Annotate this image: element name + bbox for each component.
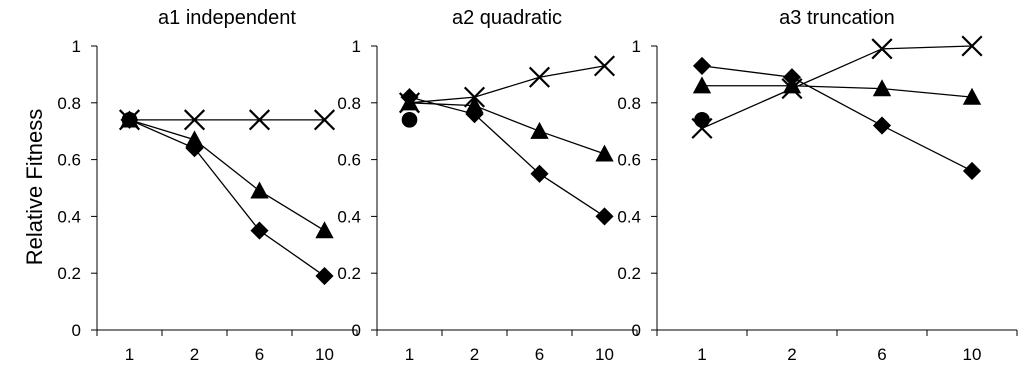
cross-series-line-2 <box>409 65 605 104</box>
triangle-series-line-2 <box>409 102 605 155</box>
circle-point-3-1 <box>694 112 710 128</box>
y-tick-label-1-4: 0.8 <box>57 94 81 113</box>
cross-series-line-3 <box>701 45 973 129</box>
cross-point-3-3 <box>871 38 893 60</box>
triangle-point-3-3 <box>872 79 892 97</box>
cross-point-3-4 <box>961 35 983 57</box>
y-tick-label-3-5: 1 <box>632 37 641 56</box>
y-tick-label-2-2: 0.4 <box>337 207 361 226</box>
x-tick-label-1-3: 10 <box>315 345 334 364</box>
circle-point-1-1 <box>121 112 138 128</box>
x-tick-label-3-1: 2 <box>787 345 796 364</box>
triangle-point-2-1 <box>400 93 419 111</box>
y-tick-label-1-5: 1 <box>72 37 81 56</box>
y-tick-label-1-0: 0 <box>72 321 81 340</box>
x-tick-label-2-3: 10 <box>595 345 614 364</box>
triangle-point-1-3 <box>250 181 269 199</box>
triangle-series-line-3 <box>702 85 973 98</box>
y-tick-label-3-2: 0.4 <box>617 207 641 226</box>
y-tick-label-3-4: 0.8 <box>617 94 641 113</box>
x-tick-label-2-1: 2 <box>470 345 479 364</box>
triangle-series-line-1 <box>129 119 325 232</box>
triangle-point-2-4 <box>595 144 614 162</box>
x-tick-label-3-2: 6 <box>877 345 886 364</box>
triangle-point-3-1 <box>692 76 712 94</box>
cross-point-2-4 <box>593 55 616 77</box>
diamond-series-line-1 <box>129 119 325 277</box>
y-tick-label-3-3: 0.6 <box>617 151 641 170</box>
diamond-series-line-2 <box>409 96 605 217</box>
y-tick-label-2-3: 0.6 <box>337 151 361 170</box>
x-tick-label-1-1: 2 <box>190 345 199 364</box>
diamond-point-1-4 <box>315 266 334 286</box>
circle-point-2-1 <box>401 112 418 128</box>
x-tick-label-3-3: 10 <box>963 345 982 364</box>
triangle-point-2-2 <box>465 96 484 114</box>
cross-point-1-2 <box>183 109 206 131</box>
x-tick-label-2-2: 6 <box>535 345 544 364</box>
x-tick-label-3-0: 1 <box>697 345 706 364</box>
x-tick-label-1-2: 6 <box>255 345 264 364</box>
x-tick-label-1-0: 1 <box>125 345 134 364</box>
y-tick-label-2-0: 0 <box>352 321 361 340</box>
y-tick-label-3-1: 0.2 <box>617 264 641 283</box>
diamond-point-2-3 <box>530 164 549 183</box>
diamond-point-3-4 <box>962 161 982 181</box>
diamond-point-3-3 <box>872 116 892 135</box>
cross-point-1-4 <box>313 109 336 131</box>
triangle-point-3-2 <box>782 76 802 94</box>
chart-title-1: a1 independent <box>158 7 296 29</box>
y-tick-label-3-0: 0 <box>632 321 641 340</box>
triangle-point-1-4 <box>315 221 334 239</box>
y-tick-label-1-2: 0.4 <box>57 207 81 226</box>
cross-point-1-3 <box>248 109 271 131</box>
y-tick-label-1-3: 0.6 <box>57 151 81 170</box>
chart-title-2: a2 quadratic <box>452 7 562 29</box>
diamond-point-2-4 <box>595 207 614 226</box>
triangle-point-2-3 <box>530 121 549 139</box>
diamond-series-line-3 <box>701 65 973 172</box>
triangle-point-1-2 <box>185 130 204 148</box>
diamond-point-1-3 <box>250 221 269 240</box>
x-tick-label-2-0: 1 <box>405 345 414 364</box>
chart-title-3: a3 truncation <box>779 7 895 29</box>
chart-panel-3: a3 truncation 0 0.2 0.4 0.6 0.8 1 1 2 6 10 <box>617 7 1018 364</box>
cross-point-2-3 <box>528 66 551 88</box>
shared-y-axis-label: Relative Fitness <box>22 109 47 266</box>
y-tick-label-2-4: 0.8 <box>337 94 361 113</box>
y-tick-label-2-1: 0.2 <box>337 264 361 283</box>
y-tick-label-1-1: 0.2 <box>57 264 81 283</box>
triangle-point-3-4 <box>962 87 982 105</box>
y-tick-label-2-5: 1 <box>352 37 361 56</box>
diamond-point-3-1 <box>692 56 712 75</box>
